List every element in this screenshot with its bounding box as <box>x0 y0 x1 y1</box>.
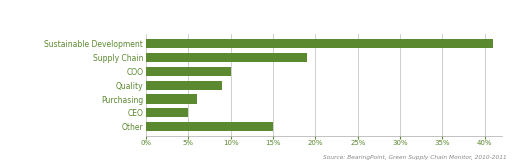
Bar <box>146 122 273 131</box>
Bar <box>146 81 222 90</box>
Bar <box>146 53 307 62</box>
Bar <box>146 67 230 76</box>
Text: Distribution per department: Distribution per department <box>4 11 171 21</box>
Text: Source: BearingPoint, Green Supply Chain Monitor, 2010-2011: Source: BearingPoint, Green Supply Chain… <box>323 155 507 160</box>
Bar <box>146 94 197 104</box>
Bar <box>146 108 188 117</box>
Bar <box>146 39 493 48</box>
